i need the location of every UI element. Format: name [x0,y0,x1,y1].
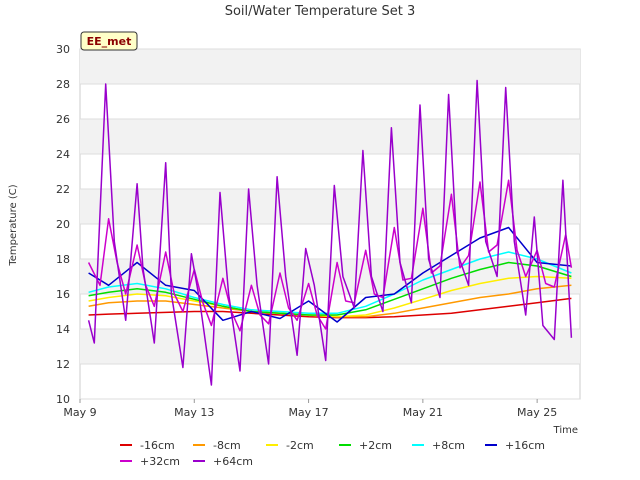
badge-label: EE_met [87,35,132,48]
y-tick-label: 12 [56,358,70,371]
y-tick-label: 22 [56,183,70,196]
legend-label: -8cm [213,439,241,452]
series-line [88,297,572,319]
y-tick-label: 24 [56,148,70,161]
grid-band [80,329,580,364]
x-axis-label: Time [553,425,578,436]
y-tick-label: 30 [56,43,70,56]
chart-title: Soil/Water Temperature Set 3 [225,4,416,19]
station-badge: EE_met [80,31,138,51]
legend-label: +2cm [359,439,392,452]
x-tick-label: May 9 [63,406,96,419]
x-tick-label: May 17 [288,406,328,419]
x-tick-label: May 25 [517,406,557,419]
y-tick-label: 26 [56,113,70,126]
grid-bands [80,49,580,364]
y-tick-label: 20 [56,218,70,231]
y-tick-label: 18 [56,253,70,266]
legend-label: +32cm [140,455,180,468]
legend-label: +64cm [213,455,253,468]
y-tick-label: 16 [56,288,70,301]
legend: -16cm -8cm -2cm +2cm +8cm +16cm +32cm +64cm [120,439,545,468]
grid-band [80,119,580,154]
series-lines [87,79,573,386]
y-axis-label: Temperature (C) [8,184,19,266]
series-line [88,251,572,315]
legend-label: -2cm [286,439,314,452]
y-tick-label: 10 [56,393,70,406]
legend-label: +8cm [432,439,465,452]
series-line [88,261,572,316]
x-axis-ticks: May 9 May 13 May 17 May 21 May 25 [63,399,557,419]
grid-band [80,49,580,84]
y-tick-label: 28 [56,78,70,91]
grid-band [80,189,580,224]
x-tick-label: May 21 [403,406,443,419]
y-axis-ticks: 10 12 14 16 18 20 22 24 26 28 30 [56,43,70,406]
series-line [87,79,573,386]
gridlines [80,48,580,400]
series-line [88,275,572,318]
legend-label: +16cm [505,439,545,452]
legend-label: -16cm [140,439,175,452]
badge-box [80,31,138,51]
y-tick-label: 14 [56,323,70,336]
x-tick-label: May 13 [174,406,214,419]
